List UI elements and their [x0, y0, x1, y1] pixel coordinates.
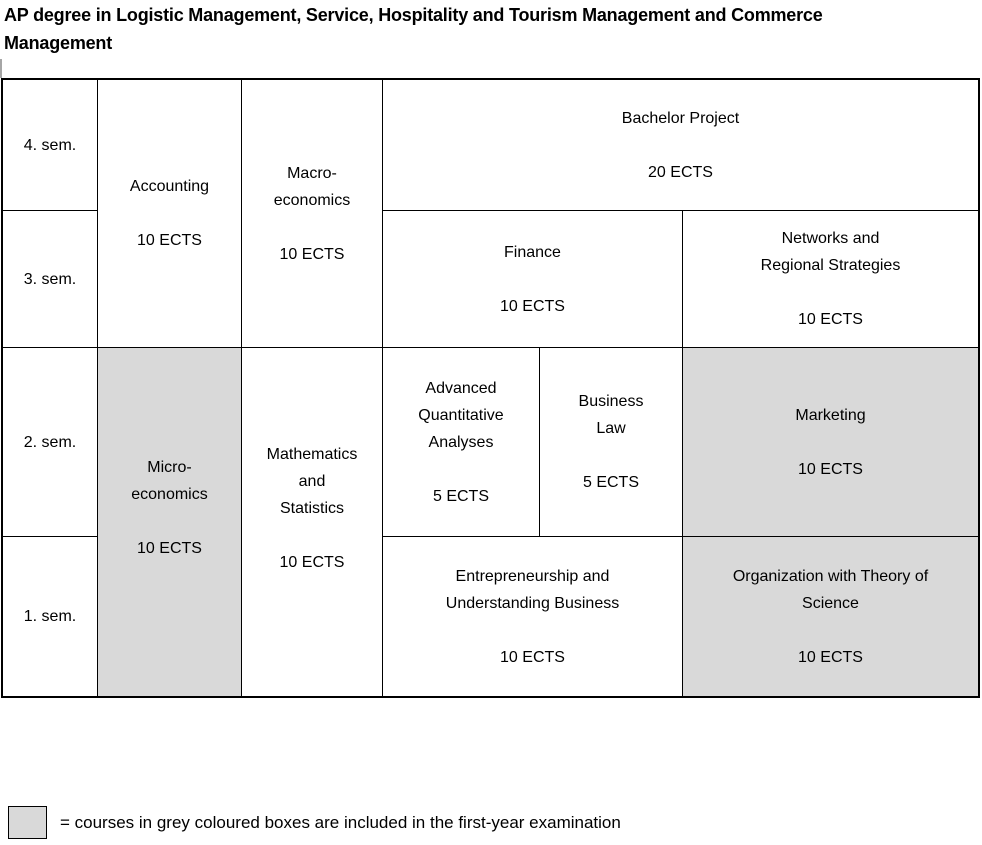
legend-grey-swatch: [8, 806, 47, 839]
legend-text: = courses in grey coloured boxes are inc…: [60, 813, 621, 832]
cell-mathematics-statistics: Mathematics and Statistics 10 ECTS: [242, 348, 383, 696]
semester-label-3: 3. sem.: [3, 211, 98, 348]
cell-bachelor-project: Bachelor Project 20 ECTS: [383, 80, 978, 211]
cell-business-law: Business Law 5 ECTS: [540, 348, 683, 537]
cell-advanced-quantitative-analyses: Advanced Quantitative Analyses 5 ECTS: [383, 348, 540, 537]
page-title: AP degree in Logistic Management, Servic…: [4, 5, 823, 53]
text-cursor-mark: [0, 59, 2, 78]
legend: = courses in grey coloured boxes are inc…: [8, 806, 621, 839]
curriculum-table: 4. sem. Accounting 10 ECTS Macro- econom…: [1, 78, 980, 698]
cell-entrepreneurship: Entrepreneurship and Understanding Busin…: [383, 537, 683, 696]
cell-accounting: Accounting 10 ECTS: [98, 80, 242, 348]
cell-macroeconomics: Macro- economics 10 ECTS: [242, 80, 383, 348]
cell-microeconomics: Micro- economics 10 ECTS: [98, 348, 242, 696]
cell-marketing: Marketing 10 ECTS: [683, 348, 978, 537]
semester-label-2: 2. sem.: [3, 348, 98, 537]
cell-finance: Finance 10 ECTS: [383, 211, 683, 348]
semester-label-4: 4. sem.: [3, 80, 98, 211]
cell-networks-regional-strategies: Networks and Regional Strategies 10 ECTS: [683, 211, 978, 348]
cell-organization-theory-of-science: Organization with Theory of Science 10 E…: [683, 537, 978, 696]
semester-label-1: 1. sem.: [3, 537, 98, 696]
